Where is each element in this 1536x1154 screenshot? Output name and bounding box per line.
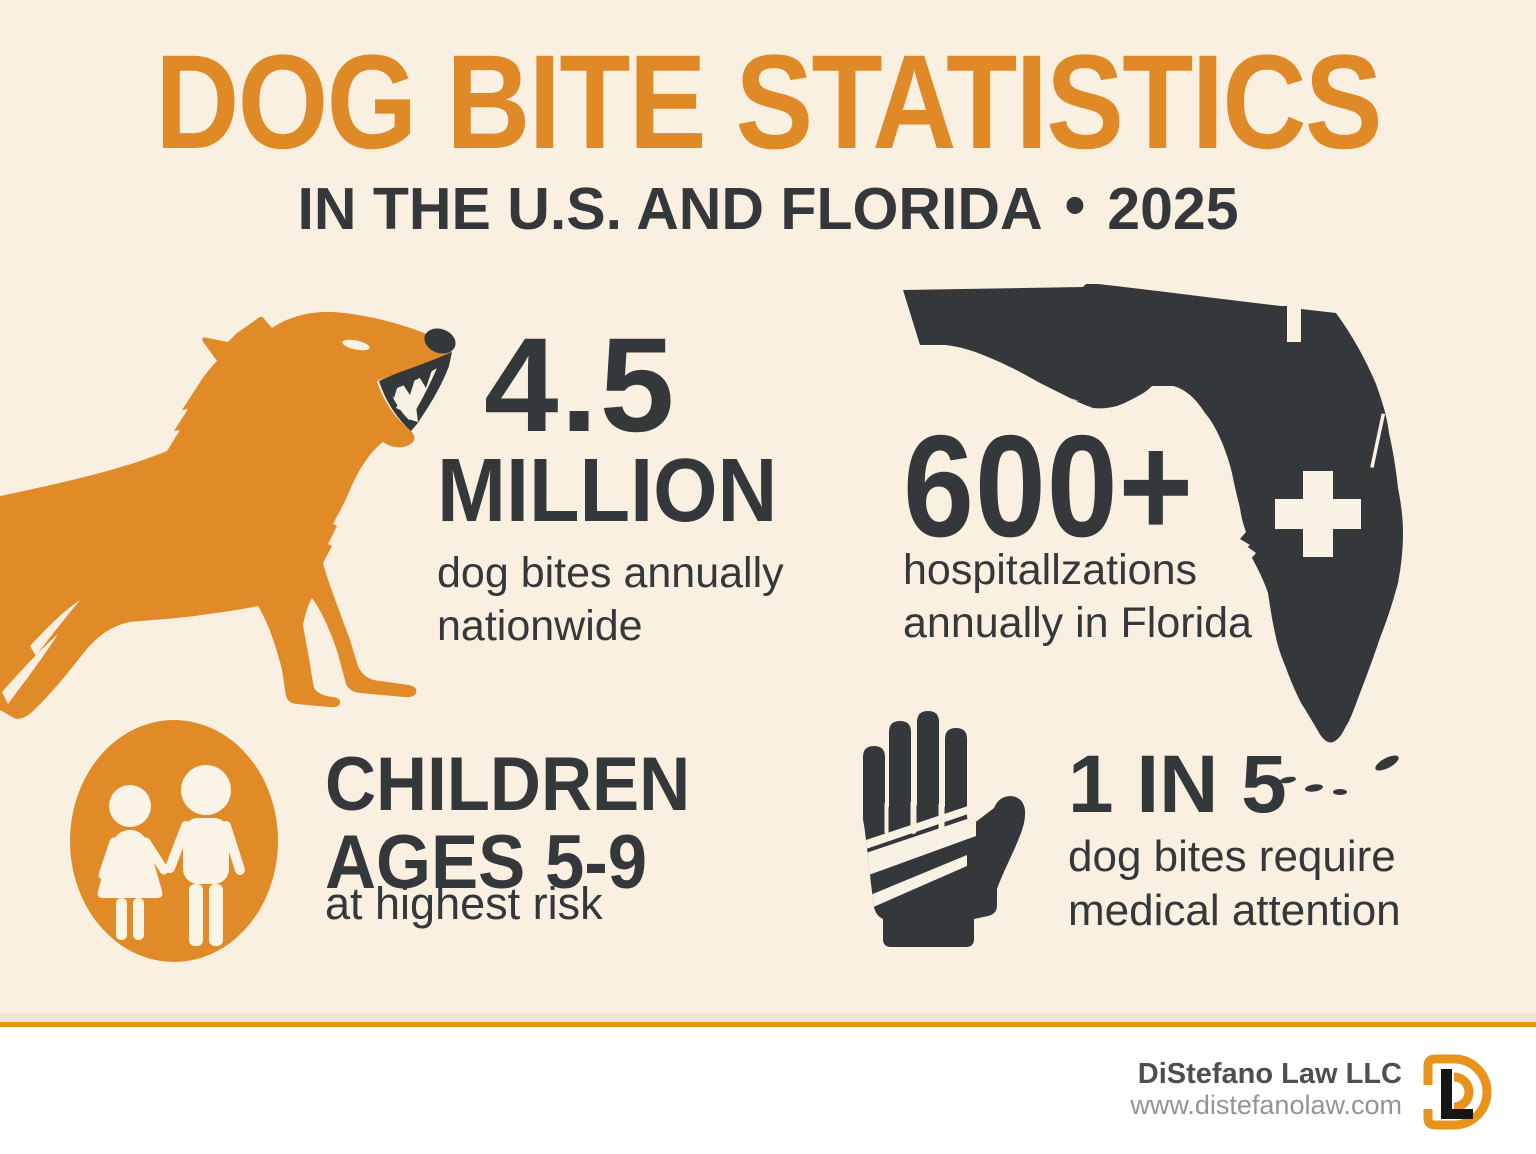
children-circle-icon (70, 720, 278, 962)
stat-children-title: CHILDREN AGES 5-9 (325, 742, 691, 906)
orange-divider (0, 1022, 1536, 1027)
bullet-separator: • (1064, 172, 1086, 238)
subtitle-year: 2025 (1107, 176, 1239, 242)
stat-medical-value: 1 IN 5 (1068, 739, 1287, 830)
distefano-law-logo (1423, 1054, 1492, 1130)
florida-map-icon (903, 284, 1403, 795)
bandaged-hand-icon (863, 711, 1026, 947)
subtitle-text: IN THE U.S. AND FLORIDA (297, 176, 1043, 242)
stat-florida-description: hospitallzations annually in Florida (903, 546, 1252, 647)
footer (0, 1027, 1536, 1154)
medical-cross-icon (1275, 471, 1361, 557)
stat-florida-value: 600+ (903, 405, 1194, 567)
stat-national-unit: MILLION (437, 441, 778, 541)
footer-website-url: www.distefanolaw.com (1130, 1090, 1402, 1120)
footer-company-name: DiStefano Law LLC (1137, 1058, 1402, 1090)
stat-national-value: 4.5 (484, 311, 677, 460)
divider-shadow (0, 1013, 1536, 1022)
page-title: DOG BITE STATISTICS (155, 28, 1382, 177)
stat-children-description: at highest risk (325, 878, 603, 929)
page-subtitle: IN THE U.S. AND FLORIDA • 2025 (0, 176, 1536, 239)
stat-national-description: dog bites annually nationwide (437, 549, 784, 650)
barking-dog-icon (0, 311, 456, 719)
stat-medical-description: dog bites require medical attention (1068, 832, 1401, 936)
